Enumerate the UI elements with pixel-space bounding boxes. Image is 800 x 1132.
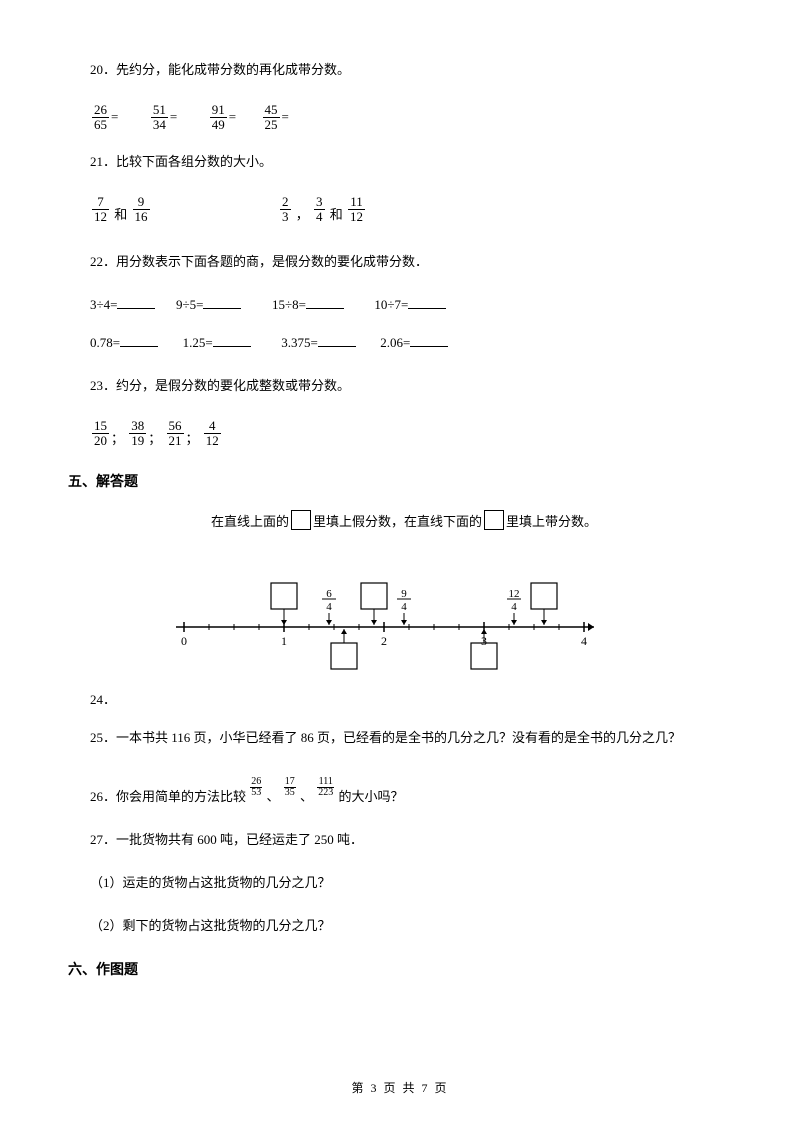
expr-15-8: 15÷8= xyxy=(272,297,306,312)
q26: 26．你会用简单的方法比较 2653 、 1735 、 111223 的大小吗？ xyxy=(68,777,740,808)
frac-45-25: 4525 xyxy=(263,103,280,133)
section-6-title: 六、作图题 xyxy=(68,958,740,980)
blank[interactable] xyxy=(318,334,356,347)
q26-suffix: 的大小吗？ xyxy=(339,789,404,804)
svg-text:2: 2 xyxy=(381,634,387,648)
expr-10-7: 10÷7= xyxy=(374,297,408,312)
frac-91-49: 9149 xyxy=(210,103,227,133)
blank[interactable] xyxy=(410,334,448,347)
svg-text:1: 1 xyxy=(281,634,287,648)
q24-number: 24． xyxy=(68,690,740,711)
frac-17-35: 1735 xyxy=(284,777,296,798)
caption-part: 里填上假分数，在直线下面的 xyxy=(313,514,482,529)
number-line-svg: 012346494124 xyxy=(164,539,604,679)
svg-text:6: 6 xyxy=(326,588,332,600)
blank[interactable] xyxy=(120,334,158,347)
box-icon xyxy=(291,510,311,530)
q26-prefix: 26．你会用简单的方法比较 xyxy=(90,789,246,804)
frac-26-65: 2665 xyxy=(92,103,109,133)
q27-sub2: （2）剩下的货物占这批货物的几分之几？ xyxy=(68,916,740,937)
blank[interactable] xyxy=(203,296,241,309)
blank[interactable] xyxy=(213,334,251,347)
q22-row2: 0.78= 1.25= 3.375= 2.06= xyxy=(68,333,740,354)
blank[interactable] xyxy=(306,296,344,309)
equals: = xyxy=(282,109,289,124)
frac-56-21: 5621 xyxy=(167,419,184,449)
svg-text:4: 4 xyxy=(511,601,517,613)
expr-206: 2.06= xyxy=(380,335,410,350)
q25-label: 25．一本书共 116 页，小华已经看了 86 页，已经看的是全书的几分之几？没… xyxy=(68,728,740,749)
section-5-title: 五、解答题 xyxy=(68,470,740,492)
frac-9-16: 916 xyxy=(133,195,150,225)
svg-text:4: 4 xyxy=(401,601,407,613)
q23-fracs: 1520； 3819； 5621； 412 xyxy=(68,419,740,450)
caption-part: 里填上带分数。 xyxy=(506,514,597,529)
expr-3375: 3.375= xyxy=(281,335,318,350)
q21-groups: 712 和 916 23 ， 34 和 1112 xyxy=(68,195,740,226)
sep: 、 xyxy=(300,789,313,804)
box-icon xyxy=(484,510,504,530)
svg-text:0: 0 xyxy=(181,634,187,648)
blank[interactable] xyxy=(117,296,155,309)
and-text: 和 xyxy=(330,207,343,222)
svg-text:9: 9 xyxy=(401,588,407,600)
frac-3-4: 34 xyxy=(314,195,325,225)
q24-caption: 在直线上面的 里填上假分数，在直线下面的 里填上带分数。 xyxy=(164,510,644,533)
q24-figure: 在直线上面的里填上假分数，在直线下面的里填上带分数。 012346494124 xyxy=(164,510,644,686)
and-text: 和 xyxy=(114,207,127,222)
equals: = xyxy=(170,109,177,124)
svg-text:4: 4 xyxy=(326,601,332,613)
expr-078: 0.78= xyxy=(90,335,120,350)
expr-125: 1.25= xyxy=(183,335,213,350)
frac-7-12: 712 xyxy=(92,195,109,225)
equals: = xyxy=(111,109,118,124)
sep: ； xyxy=(148,431,161,446)
q21-label: 21．比较下面各组分数的大小。 xyxy=(68,152,740,173)
q20-fracs: 2665= 5134= 9149= 4525= xyxy=(68,103,740,133)
caption-part: 在直线上面的 xyxy=(211,514,289,529)
frac-11-12: 1112 xyxy=(348,195,365,225)
blank[interactable] xyxy=(408,296,446,309)
q22-label: 22．用分数表示下面各题的商，是假分数的要化成带分数． xyxy=(68,252,740,273)
frac-15-20: 1520 xyxy=(92,419,109,449)
sep: 、 xyxy=(267,789,280,804)
q20-label: 20．先约分，能化成带分数的再化成带分数。 xyxy=(68,60,740,81)
sep: ； xyxy=(186,431,199,446)
svg-text:4: 4 xyxy=(581,634,587,648)
frac-2-3: 23 xyxy=(280,195,291,225)
q27-label: 27．一批货物共有 600 吨，已经运走了 250 吨． xyxy=(68,830,740,851)
frac-38-19: 3819 xyxy=(129,419,146,449)
expr-9-5: 9÷5= xyxy=(176,297,203,312)
q22-row1: 3÷4= 9÷5= 15÷8= 10÷7= xyxy=(68,295,740,316)
expr-3-4: 3÷4= xyxy=(90,297,117,312)
frac-111-223: 111223 xyxy=(317,777,334,798)
svg-text:12: 12 xyxy=(509,588,520,600)
frac-26-53: 2653 xyxy=(250,777,262,798)
frac-4-12: 412 xyxy=(204,419,221,449)
page-footer: 第 3 页 共 7 页 xyxy=(0,1079,800,1096)
q23-label: 23．约分，是假分数的要化成整数或带分数。 xyxy=(68,376,740,397)
frac-51-34: 5134 xyxy=(151,103,168,133)
comma: ， xyxy=(296,207,309,222)
equals: = xyxy=(229,109,236,124)
sep: ； xyxy=(111,431,124,446)
q27-sub1: （1）运走的货物占这批货物的几分之几？ xyxy=(68,873,740,894)
